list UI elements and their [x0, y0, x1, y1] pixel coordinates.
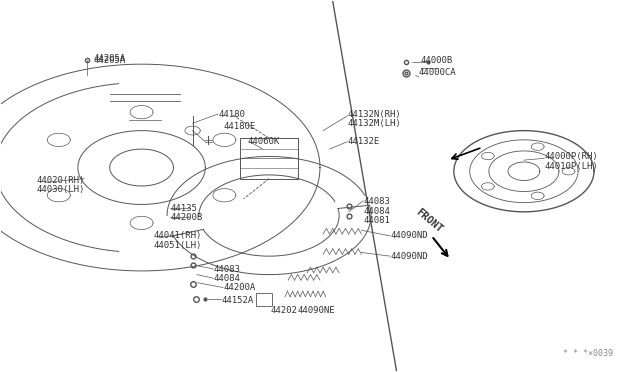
- Text: FRONT: FRONT: [414, 206, 445, 234]
- Text: * * *×0039: * * *×0039: [563, 349, 612, 358]
- Text: 44090NE: 44090NE: [298, 306, 335, 315]
- Text: 44090ND: 44090ND: [390, 231, 428, 240]
- Text: 44084: 44084: [364, 206, 390, 216]
- Text: 44090ND: 44090ND: [390, 252, 428, 262]
- Text: 44132E: 44132E: [348, 137, 380, 146]
- Text: 44083: 44083: [364, 197, 390, 206]
- Text: 44205A: 44205A: [94, 54, 126, 63]
- Text: 44060K: 44060K: [248, 137, 280, 146]
- Text: 44152A: 44152A: [221, 296, 253, 305]
- Text: 44084: 44084: [214, 274, 241, 283]
- Text: 44000P⟨RH⟩: 44000P⟨RH⟩: [544, 152, 598, 161]
- Bar: [241, 138, 298, 179]
- Text: 44180: 44180: [218, 109, 245, 119]
- Text: 44202: 44202: [270, 306, 297, 315]
- Text: 44000CA: 44000CA: [419, 68, 456, 77]
- Text: 44030⟨LH⟩: 44030⟨LH⟩: [36, 185, 85, 194]
- Bar: [256, 293, 272, 306]
- Text: 44132N⟨RH⟩: 44132N⟨RH⟩: [348, 109, 401, 119]
- Text: 44132M⟨LH⟩: 44132M⟨LH⟩: [348, 119, 401, 128]
- Text: 44000B: 44000B: [420, 56, 453, 65]
- Text: 44205A: 44205A: [94, 56, 126, 65]
- Text: 44200A: 44200A: [223, 283, 255, 292]
- Text: 44135: 44135: [170, 203, 197, 213]
- Text: 44010P⟨LH⟩: 44010P⟨LH⟩: [544, 162, 598, 171]
- Text: 44180E: 44180E: [223, 122, 255, 131]
- Text: 44041⟨RH⟩: 44041⟨RH⟩: [153, 231, 202, 240]
- Text: 44081: 44081: [364, 216, 390, 225]
- Text: 44083: 44083: [214, 264, 241, 273]
- Text: 44200B: 44200B: [170, 213, 202, 222]
- Text: 44020⟨RH⟩: 44020⟨RH⟩: [36, 176, 85, 185]
- Text: 44051⟨LH⟩: 44051⟨LH⟩: [153, 241, 202, 250]
